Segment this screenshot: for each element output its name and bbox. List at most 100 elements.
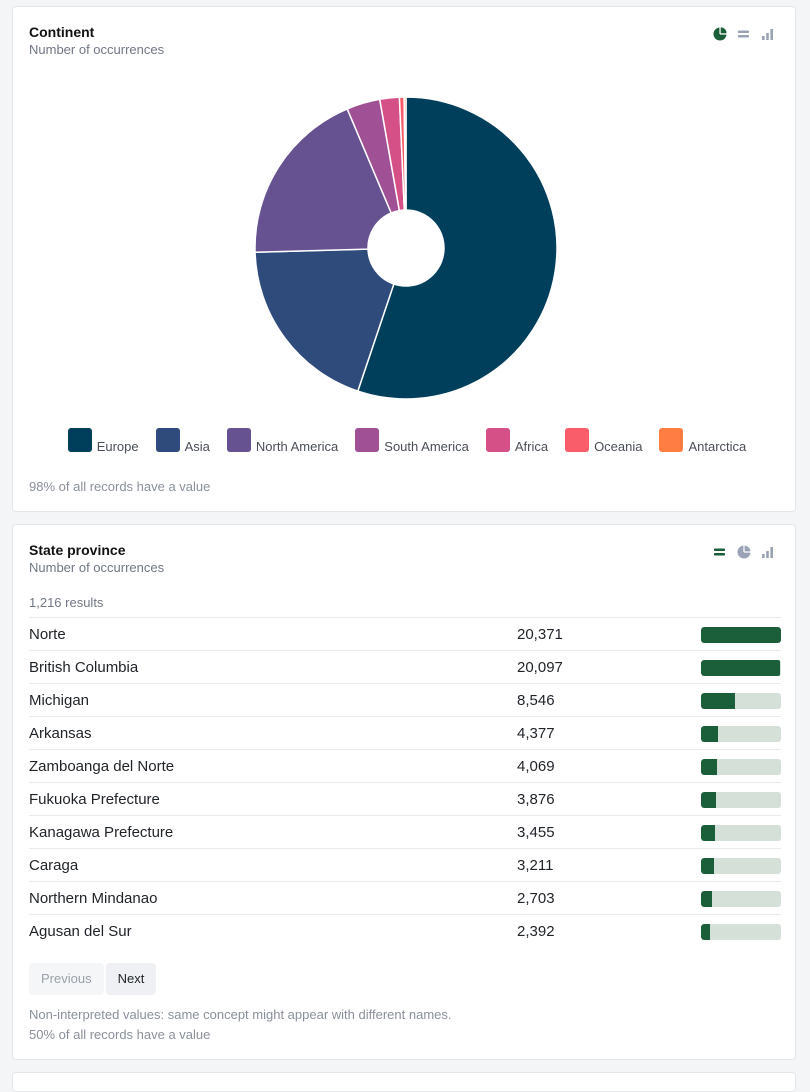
row-count: 4,069 [517,758,555,775]
row-count: 20,371 [517,626,563,643]
row-name: Michigan [29,692,90,709]
table-icon[interactable] [737,27,751,41]
row-count: 3,876 [517,791,555,808]
legend-label: Europe [96,439,139,454]
continent-title: Continent [29,24,95,40]
row-bar-fill [701,825,715,841]
row-name: Caraga [29,857,79,874]
continent-legend: Europe Asia North America South America Afri… [57,428,757,454]
table-row[interactable]: Michigan 8,546 [29,683,781,716]
row-count: 3,211 [517,857,554,874]
continent-footnote: 98% of all records have a value [29,479,211,494]
row-count: 2,703 [517,890,555,907]
table-row[interactable]: Kanagawa Prefecture 3,455 [29,815,781,848]
row-bar [701,759,781,775]
row-bar-fill [701,627,781,643]
row-bar-fill [701,759,717,775]
row-count: 8,546 [517,692,555,709]
legend-swatch [659,428,684,452]
row-count: 2,392 [517,923,555,940]
pagination: Previous Next [29,963,157,995]
row-name: Fukuoka Prefecture [29,791,160,808]
bar-chart-icon[interactable] [761,27,775,41]
legend-label: Africa [514,439,549,454]
legend-label: South America [384,439,469,454]
legend-swatch [485,428,510,452]
legend-item-europe[interactable]: Europe [67,428,139,454]
state-table: Norte 20,371 British Columbia 20,097 Michiga… [29,617,781,947]
state-header: State province Number of occurrences [29,541,164,577]
legend-item-north-america[interactable]: North America [226,428,339,454]
table-icon[interactable] [713,545,727,559]
state-province-card: State province Number of occurrences 1,2… [12,524,796,1060]
previous-button[interactable]: Previous [29,963,104,995]
state-title: State province [29,542,126,558]
continent-card: Continent Number of occurrences Europe As… [12,6,796,512]
row-name: Norte [29,626,66,643]
state-footnote: 50% of all records have a value [29,1027,211,1042]
row-count: 3,455 [517,824,555,841]
table-row[interactable]: Norte 20,371 [29,617,781,650]
row-name: Arkansas [29,725,92,742]
row-bar [701,891,781,907]
table-row[interactable]: Fukuoka Prefecture 3,876 [29,782,781,815]
continent-subtitle: Number of occurrences [29,42,165,57]
row-bar-fill [701,693,735,709]
legend-item-antarctica[interactable]: Antarctica [659,428,747,454]
legend-item-asia[interactable]: Asia [155,428,210,454]
row-bar-fill [701,891,712,907]
table-row[interactable]: Arkansas 4,377 [29,716,781,749]
legend-item-africa[interactable]: Africa [485,428,549,454]
next-card [12,1072,796,1092]
legend-swatch [67,428,92,452]
continent-pie-chart [254,96,558,400]
row-bar-fill [701,792,717,808]
pie-slice-europe[interactable] [356,96,558,400]
legend-label: North America [255,439,339,454]
continent-header: Continent Number of occurrences [29,23,164,59]
state-subtitle: Number of occurrences [29,560,165,575]
table-row[interactable]: Agusan del Sur 2,392 [29,914,781,947]
row-name: British Columbia [29,659,139,676]
row-bar [701,693,781,709]
row-bar [701,627,781,643]
results-count: 1,216 results [29,595,104,610]
table-row[interactable]: British Columbia 20,097 [29,650,781,683]
pie-slice-antarctica[interactable] [403,96,407,211]
legend-swatch [155,428,180,452]
row-bar-fill [701,924,711,940]
continent-view-switcher [713,27,775,41]
bar-chart-icon[interactable] [761,545,775,559]
row-bar-fill [701,660,780,676]
legend-label: Antarctica [688,439,747,454]
non-interpreted-note: Non-interpreted values: same concept mig… [29,1007,452,1022]
table-row[interactable]: Northern Mindanao 2,703 [29,881,781,914]
legend-swatch [565,428,590,452]
pie-icon[interactable] [737,545,751,559]
legend-item-oceania[interactable]: Oceania [565,428,643,454]
row-count: 4,377 [517,725,555,742]
legend-item-south-america[interactable]: South America [355,428,469,454]
state-view-switcher [713,545,775,559]
row-bar [701,924,781,940]
legend-label: Asia [184,439,210,454]
pie-slice-north-america[interactable] [254,107,393,254]
row-bar [701,726,781,742]
row-name: Northern Mindanao [29,890,158,907]
row-name: Zamboanga del Norte [29,758,175,775]
legend-label: Oceania [594,439,643,454]
row-bar-fill [701,726,719,742]
row-bar [701,660,781,676]
row-name: Kanagawa Prefecture [29,824,174,841]
row-count: 20,097 [517,659,563,676]
row-bar [701,825,781,841]
row-bar [701,858,781,874]
table-row[interactable]: Caraga 3,211 [29,848,781,881]
pie-icon[interactable] [713,27,727,41]
row-bar [701,792,781,808]
table-row[interactable]: Zamboanga del Norte 4,069 [29,749,781,782]
next-button[interactable]: Next [105,963,157,995]
row-bar-fill [701,858,714,874]
legend-swatch [355,428,380,452]
pie-slice-asia[interactable] [254,248,395,393]
